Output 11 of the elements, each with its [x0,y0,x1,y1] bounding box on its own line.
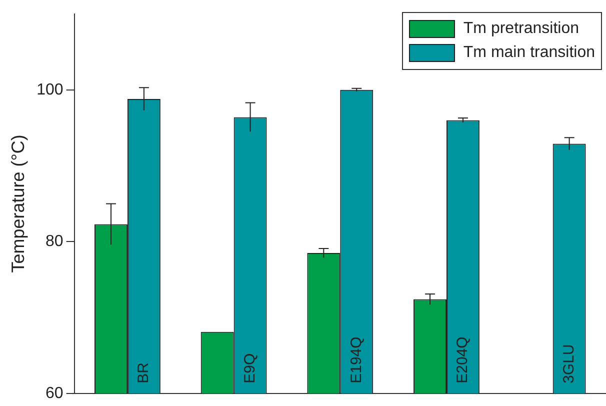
y-tick-label: 100 [36,81,64,98]
x-tick-label: E194Q [348,336,365,384]
y-axis-title: Temperature (°C) [8,134,28,273]
x-tick-label: BR [135,362,152,384]
x-tick-label: 3GLU [560,344,578,384]
legend-label: Tm main transition [463,44,595,62]
x-tick-label: E9Q [241,353,258,384]
x-tick-label: E204Q [454,336,472,384]
y-tick-label: 60 [46,384,64,402]
legend-label: Tm pretransition [463,20,579,38]
y-tick-label: 80 [46,233,64,250]
